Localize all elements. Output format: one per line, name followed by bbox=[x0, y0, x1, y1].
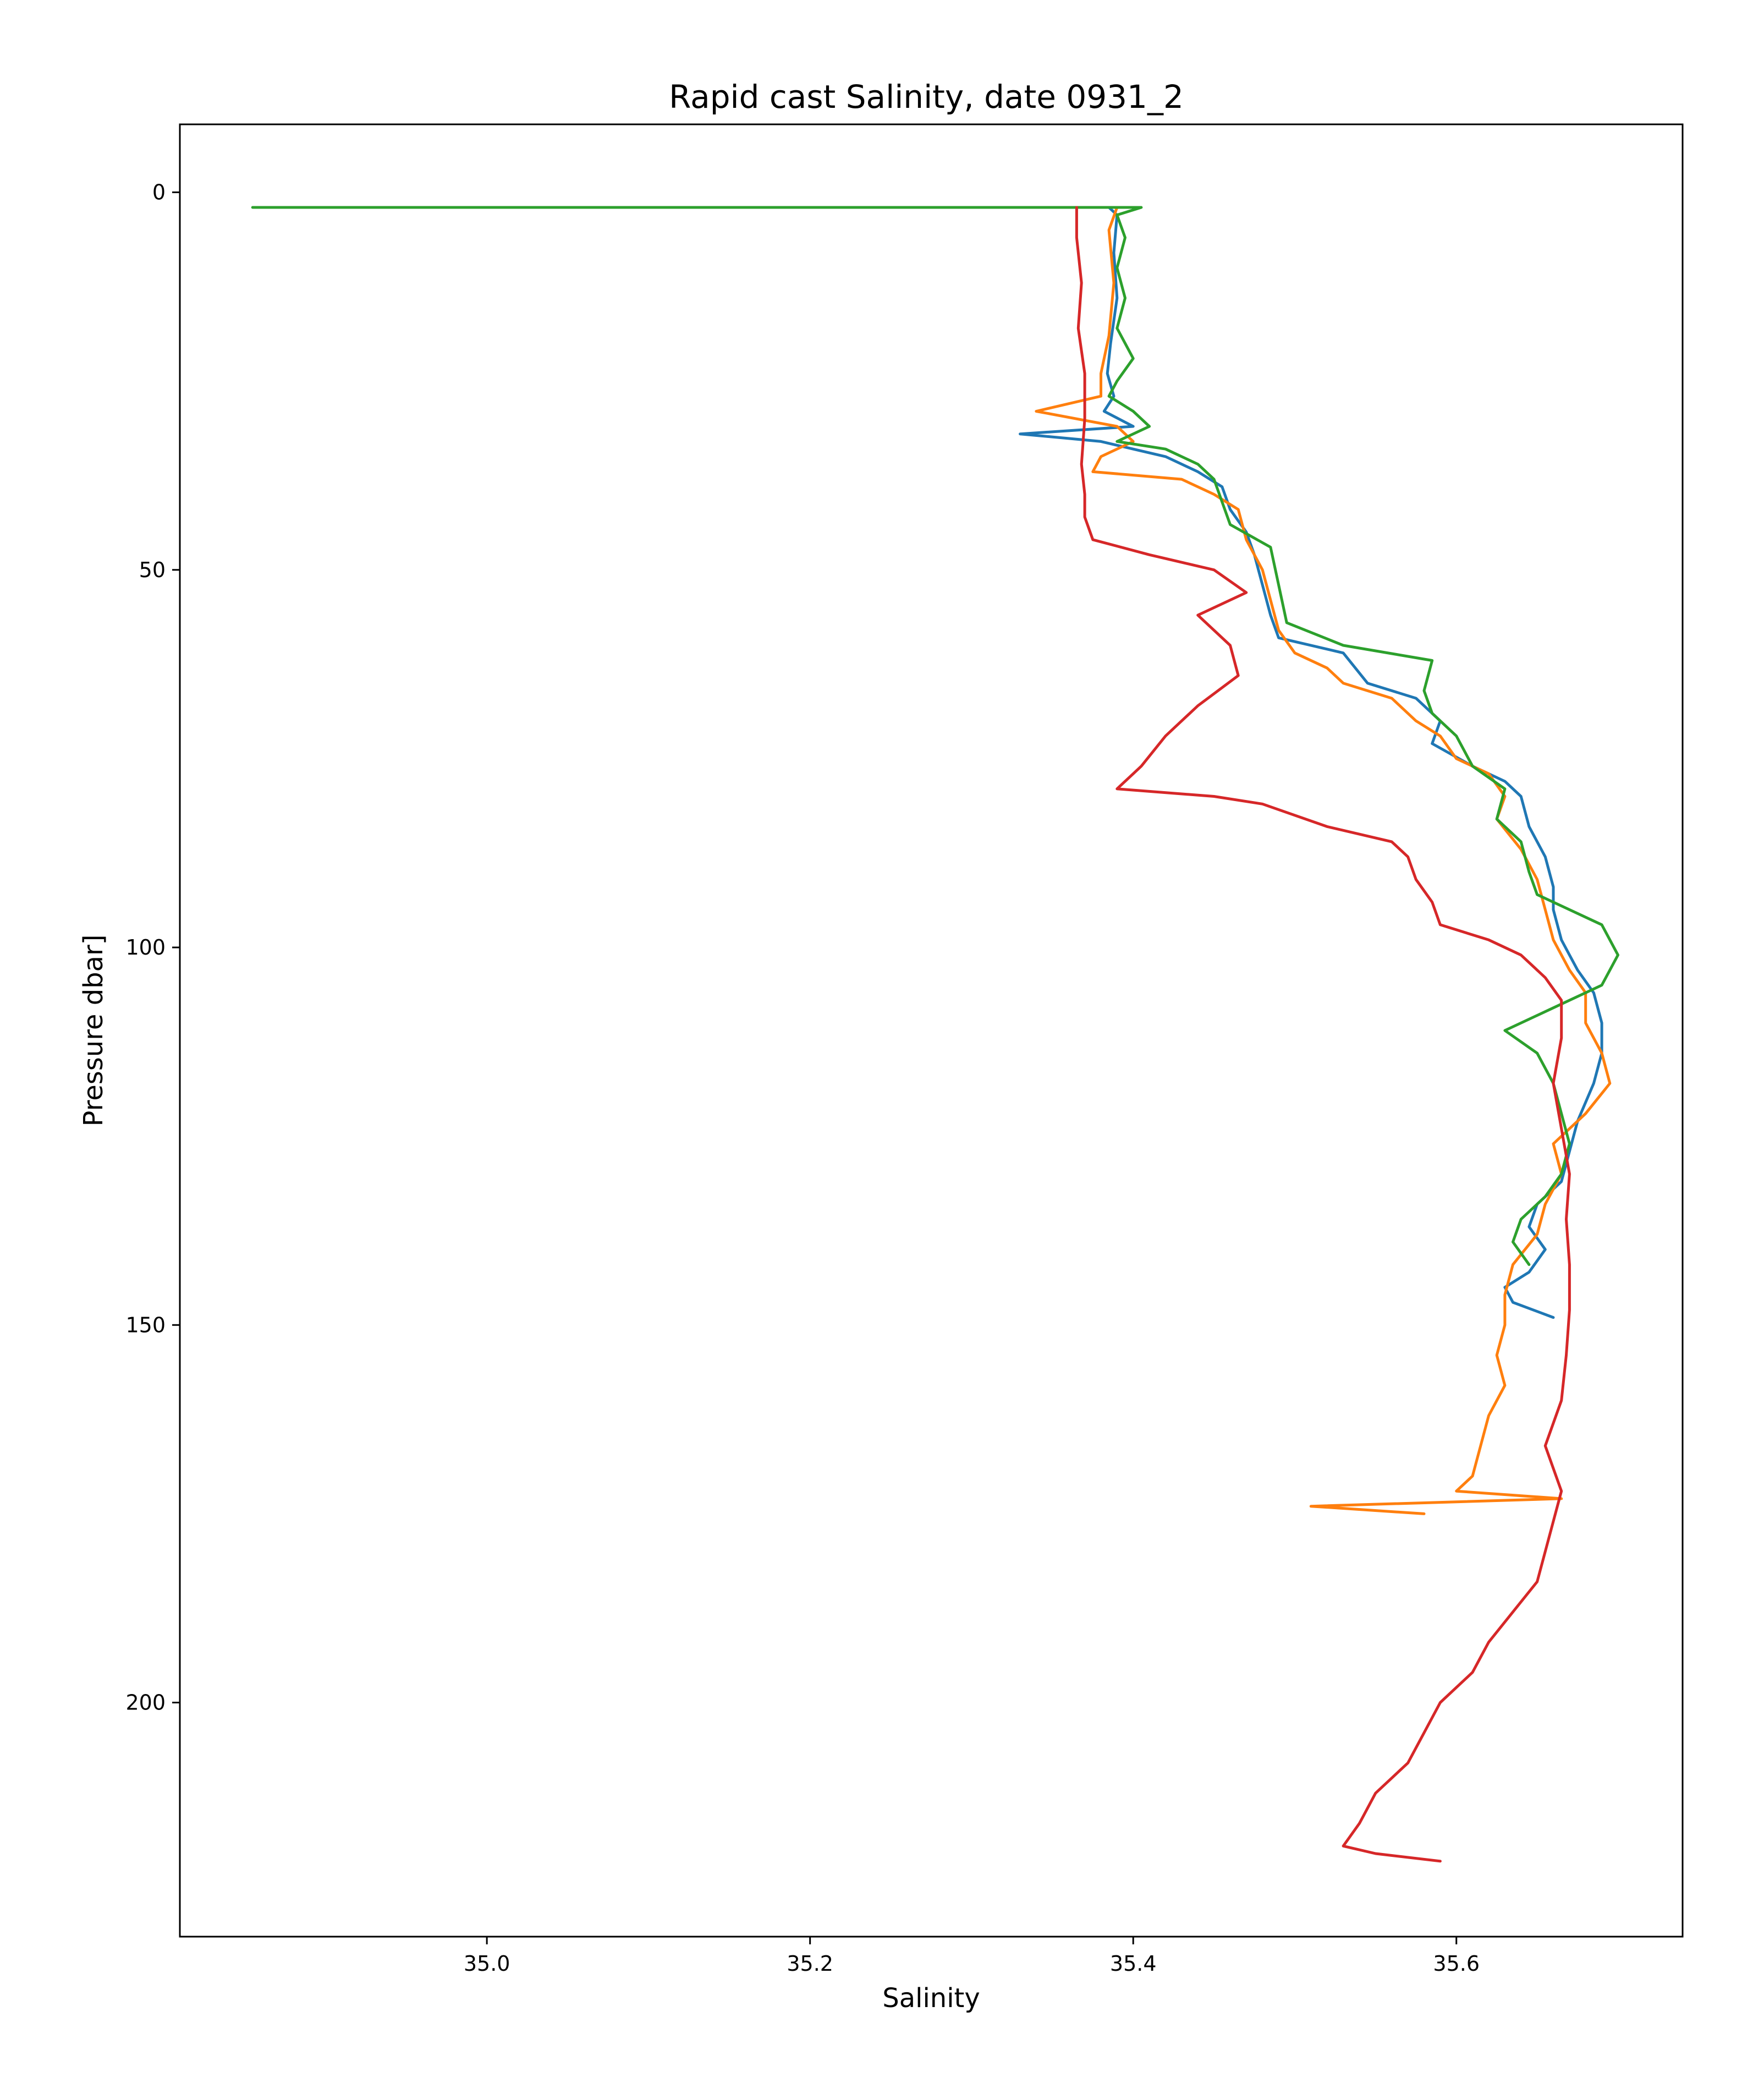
series-line-3 bbox=[251, 206, 1619, 1266]
chart-title: Rapid cast Salinity, date 0931_2 bbox=[669, 78, 1184, 116]
series-layer bbox=[251, 206, 1619, 1863]
x-tick-label: 35.4 bbox=[1110, 1952, 1157, 1976]
x-tick-label: 35.2 bbox=[787, 1952, 833, 1976]
x-axis-label: Salinity bbox=[882, 1983, 980, 2014]
y-tick-label: 100 bbox=[125, 935, 166, 960]
y-tick-label: 200 bbox=[125, 1691, 166, 1715]
x-tick-label: 35.6 bbox=[1433, 1952, 1480, 1976]
plot-area-frame bbox=[179, 123, 1684, 1938]
y-axis-label: Pressure dbar] bbox=[78, 934, 109, 1126]
y-tick-label: 0 bbox=[152, 180, 166, 205]
series-line-4 bbox=[1075, 206, 1571, 1863]
y-tick-label: 50 bbox=[139, 558, 166, 582]
y-axis-ticks: 0 50 100 150 200 bbox=[125, 180, 180, 1715]
y-tick-label: 150 bbox=[125, 1313, 166, 1337]
x-tick-label: 35.0 bbox=[464, 1952, 510, 1976]
x-axis-ticks: 35.0 35.2 35.4 35.6 bbox=[464, 1937, 1480, 1976]
